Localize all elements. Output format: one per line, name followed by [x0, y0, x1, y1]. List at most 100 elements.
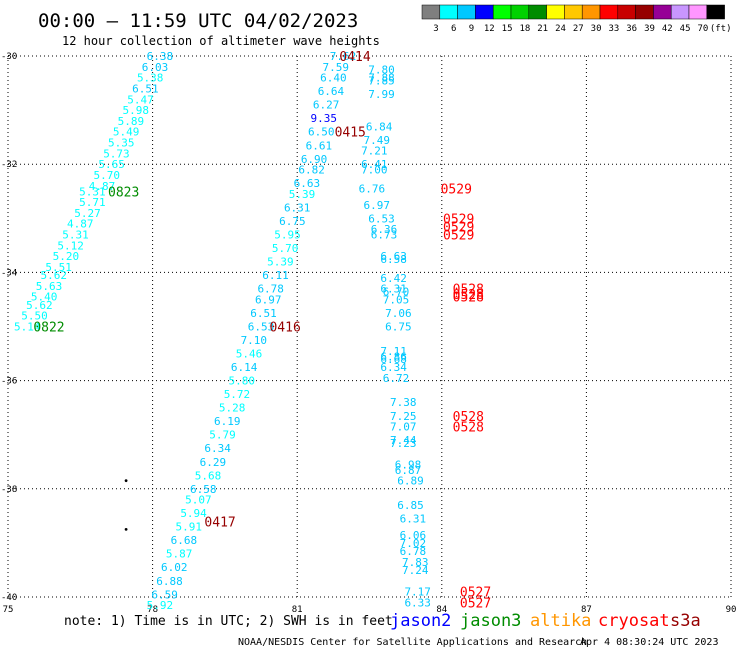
wave-height-value: 7.83	[402, 556, 429, 569]
x-tick-label: 81	[292, 605, 303, 615]
y-tick-label: -32	[1, 160, 17, 170]
color-scale-swatch	[670, 4, 690, 20]
color-scale-label: 33	[608, 24, 619, 34]
wave-height-value: 5.31	[62, 229, 89, 242]
color-scale-label: 15	[502, 24, 513, 34]
y-tick-label: -34	[1, 268, 17, 278]
satellite-legend: jason2 jason3 altika cryosat s3a	[390, 611, 701, 631]
y-tick-label: -36	[1, 377, 17, 387]
color-scale-swatch	[439, 4, 458, 20]
wave-height-value: 5.98	[122, 104, 149, 117]
wave-height-value: 5.62	[26, 299, 53, 312]
wave-height-value: 5.94	[180, 507, 207, 520]
color-scale-label: 3	[433, 24, 438, 34]
color-scale-swatch	[688, 4, 708, 20]
wave-height-value: 6.90	[301, 153, 328, 166]
track-id-label: 0529	[441, 183, 472, 198]
wave-height-value: 5.62	[41, 269, 68, 282]
wave-height-value: 5.35	[108, 137, 135, 150]
wave-height-value: 6.97	[363, 199, 390, 212]
track-id-label: 0822	[33, 321, 64, 336]
wave-height-value: 6.98	[395, 458, 422, 471]
wave-height-value: 6.31	[284, 201, 311, 214]
color-scale-legend: 3 6 9 12 15 18 21 24 27 30 33 36 39 42 45 70 (ft)	[421, 4, 732, 34]
color-scale-swatch	[653, 4, 672, 20]
wave-height-value: 7.23	[390, 437, 417, 450]
legend-jason3: jason3	[460, 611, 521, 631]
wave-height-value: 7.25	[390, 410, 417, 423]
wave-height-value: 7.49	[363, 134, 390, 147]
wave-height-value: 7.88	[368, 72, 395, 85]
wave-height-value: 5.46	[236, 348, 263, 361]
wave-height-value: 5.79	[209, 429, 236, 442]
color-scale-label: 24	[555, 24, 566, 34]
wave-height-value: 6.34	[380, 361, 407, 374]
color-scale-label: 18	[519, 24, 530, 34]
color-scale-swatch	[706, 4, 725, 20]
wave-height-value: 7.17	[404, 586, 431, 599]
wave-height-value: 7.38	[390, 396, 417, 409]
wave-height-value: 6.58	[380, 253, 407, 266]
color-scale-label: (ft)	[710, 24, 732, 34]
x-tick-label: 75	[3, 605, 14, 615]
color-scale-swatch	[475, 4, 494, 20]
color-scale-swatch	[635, 4, 654, 20]
x-tick-label: 87	[581, 605, 592, 615]
wave-height-value: 5.70	[94, 169, 121, 182]
track-id-label: 0528	[453, 288, 484, 303]
color-scale-label: 27	[573, 24, 584, 34]
wave-height-value: 7.00	[361, 164, 388, 177]
y-tick-label: -40	[1, 593, 17, 603]
wave-height-value: 5.87	[166, 548, 193, 561]
wave-height-value: 6.34	[204, 442, 231, 455]
wave-height-value: 6.11	[262, 269, 289, 282]
x-tick-label: 84	[436, 605, 447, 615]
chart-subtitle: 12 hour collection of altimeter wave hei…	[62, 34, 380, 48]
wave-height-value: 6.53	[248, 321, 275, 334]
wave-height-value: 5.50	[21, 310, 48, 323]
wave-height-value: 5.49	[113, 126, 140, 139]
wave-height-value: 5.07	[185, 494, 212, 507]
track-id-label: 0823	[108, 185, 139, 200]
wave-height-value: 4.87	[67, 218, 94, 231]
wave-height-value: 5.65	[98, 158, 125, 171]
legend-cryosat: cryosat	[598, 611, 670, 631]
color-scale-swatch	[617, 4, 636, 20]
wave-height-value: 6.02	[161, 561, 188, 574]
wave-height-value: 6.87	[395, 464, 422, 477]
color-scale-swatch	[564, 4, 583, 20]
island-marker	[124, 527, 128, 531]
track-id-label: 0417	[204, 515, 235, 530]
wave-height-value: 6.33	[404, 596, 431, 609]
track-id-label: 0528	[453, 283, 484, 298]
wave-height-value: 5.70	[272, 242, 299, 255]
footer-generated: Apr 4 08:30:24 UTC 2023	[580, 637, 718, 648]
wave-height-value: 6.42	[380, 272, 407, 285]
color-scale-swatch	[599, 4, 619, 20]
track-id-label: 0528	[453, 410, 484, 425]
wave-height-value: 5.72	[224, 388, 251, 401]
wave-height-value: 6.63	[294, 177, 321, 190]
color-scale-label: 30	[591, 24, 602, 34]
track-id-label: 0415	[335, 126, 366, 141]
x-tick-label: 78	[147, 605, 158, 615]
wave-height-value: 6.86	[380, 350, 407, 363]
color-scale-label: 39	[644, 24, 655, 34]
color-scale-swatch	[510, 4, 530, 20]
footer-credit: NOAA/NESDIS Center for Satellite Applica…	[238, 637, 587, 648]
wave-height-value: 7.99	[368, 88, 395, 101]
wave-height-value: 9.35	[310, 112, 337, 125]
wave-height-value: 5.63	[36, 280, 63, 293]
wave-height-value: 6.36	[371, 223, 398, 236]
island-marker	[124, 479, 128, 483]
color-scale-label: 9	[469, 24, 474, 34]
wave-height-value: 5.20	[53, 250, 80, 263]
track-id-label: 0529	[443, 229, 474, 244]
track-id-label: 0416	[269, 321, 300, 336]
wave-height-value: 7.44	[390, 434, 417, 447]
track-labels: 0823082204140415041604170529052905290529…	[33, 50, 491, 611]
x-tick-label: 90	[726, 605, 737, 615]
track-id-label: 0414	[339, 50, 370, 65]
track-id-label: 0527	[460, 596, 491, 611]
wave-height-value: 5.73	[103, 147, 130, 160]
